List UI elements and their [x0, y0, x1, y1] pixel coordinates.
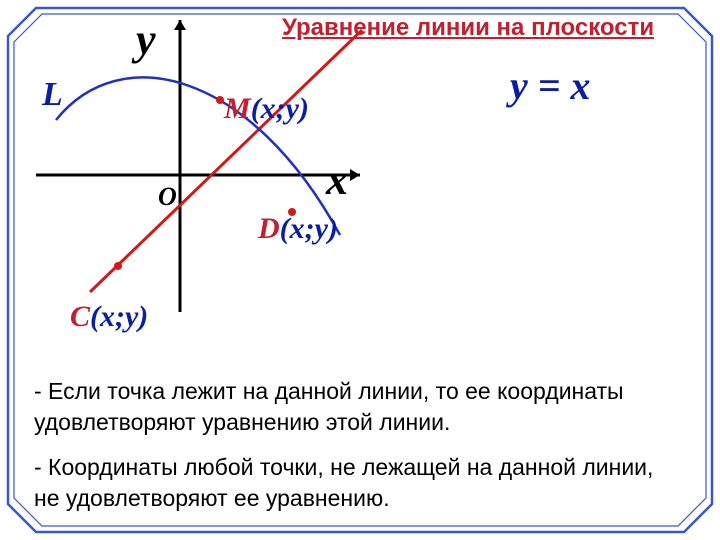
paragraph-2: - Координаты любой точки, не лежащей на … — [34, 452, 684, 514]
point-D-label: D(x;y) — [258, 212, 338, 246]
curve-L-label: L — [42, 76, 63, 114]
axis-y-label: y — [136, 14, 156, 65]
point-C-label: C(x;y) — [70, 300, 148, 334]
point-M-label: M(x;y) — [224, 92, 309, 126]
origin-label: O — [158, 182, 177, 212]
paragraph-1: - Если точка лежит на данной линии, то е… — [34, 376, 684, 438]
axis-x-label: x — [326, 154, 348, 205]
